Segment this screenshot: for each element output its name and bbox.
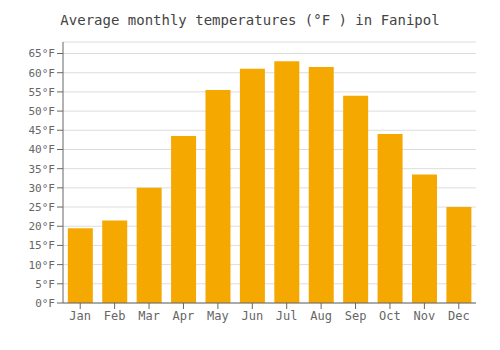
html-text:Average monthly temperatures (: Average monthly temperatures (°F ) in Fa…	[60, 12, 440, 28]
svg-text:Mar: Mar	[138, 309, 160, 323]
svg-text:Oct: Oct	[379, 309, 401, 323]
svg-text:20°F: 20°F	[29, 220, 56, 233]
svg-text:Aug: Aug	[310, 309, 332, 323]
svg-text:30°F: 30°F	[29, 182, 56, 195]
svg-text:Dec: Dec	[448, 309, 470, 323]
svg-text:0°F: 0°F	[35, 297, 55, 310]
svg-text:May: May	[207, 309, 229, 323]
svg-text:15°F: 15°F	[29, 239, 56, 252]
svg-text:Apr: Apr	[173, 309, 195, 323]
svg-text:5°F: 5°F	[35, 278, 55, 291]
svg-text:Nov: Nov	[414, 309, 436, 323]
svg-text:45°F: 45°F	[29, 124, 56, 137]
svg-text:25°F: 25°F	[29, 201, 56, 214]
svg-text:65°F: 65°F	[29, 47, 56, 60]
svg-text:40°F: 40°F	[29, 143, 56, 156]
svg-text:Jan: Jan	[69, 309, 91, 323]
svg-text:60°F: 60°F	[29, 67, 56, 80]
svg-text:35°F: 35°F	[29, 163, 56, 176]
svg-text:50°F: 50°F	[29, 105, 56, 118]
svg-text:Sep: Sep	[345, 309, 367, 323]
svg-text:Jun: Jun	[241, 309, 263, 323]
svg-text:Jul: Jul	[276, 309, 298, 323]
svg-text:10°F: 10°F	[29, 259, 56, 272]
svg-text:55°F: 55°F	[29, 86, 56, 99]
svg-text:Feb: Feb	[104, 309, 126, 323]
